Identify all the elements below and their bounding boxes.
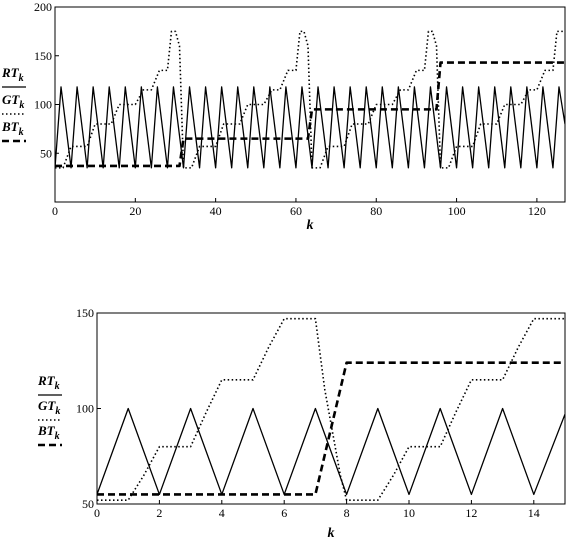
x-tick-label: 10	[403, 506, 415, 520]
y-tick-label: 50	[40, 146, 52, 160]
y-tick-label: 100	[76, 402, 94, 416]
x-tick-label: 20	[129, 204, 141, 218]
legend-label: BTk	[37, 423, 60, 442]
x-tick-label: 80	[370, 204, 382, 218]
x-tick-label: 0	[52, 204, 58, 218]
x-tick-label: 120	[528, 204, 546, 218]
series-line-rt-k	[97, 407, 565, 496]
legend-label: GTk	[38, 398, 60, 417]
x-tick-label: 8	[344, 506, 350, 520]
legend-label: RTk	[37, 373, 60, 392]
x-tick-label: 4	[219, 506, 225, 520]
series-line-gt-k	[97, 317, 565, 501]
y-tick-label: 150	[34, 49, 52, 63]
x-axis-label: k	[307, 218, 314, 233]
x-tick-label: 0	[94, 506, 100, 520]
x-tick-label: 100	[448, 204, 466, 218]
y-tick-label: 150	[76, 306, 94, 320]
x-tick-label: 12	[465, 506, 477, 520]
legend-label: BTk	[1, 119, 24, 138]
legend-label: GTk	[2, 92, 24, 111]
y-tick-label: 200	[34, 0, 52, 14]
x-tick-label: 14	[528, 506, 540, 520]
legend-label: RTk	[1, 65, 24, 84]
x-tick-label: 60	[290, 204, 302, 218]
y-tick-label: 50	[82, 497, 94, 511]
x-tick-label: 2	[156, 506, 162, 520]
top-chart: 0 20 40 60 80 100 120 50 100 150 200 k RTk GTk BTk	[1, 0, 566, 233]
x-tick-label: 6	[281, 506, 287, 520]
plot-frame	[96, 312, 566, 505]
series-line-bt-k	[97, 361, 565, 496]
x-axis-label: k	[328, 526, 335, 541]
bottom-chart: 0 2 4 6 8 10 12 14 50 100 150 k RTk GTk BTk	[37, 306, 566, 541]
x-tick-label: 40	[210, 204, 222, 218]
y-tick-label: 100	[34, 98, 52, 112]
series-line-bt-k	[55, 61, 565, 168]
